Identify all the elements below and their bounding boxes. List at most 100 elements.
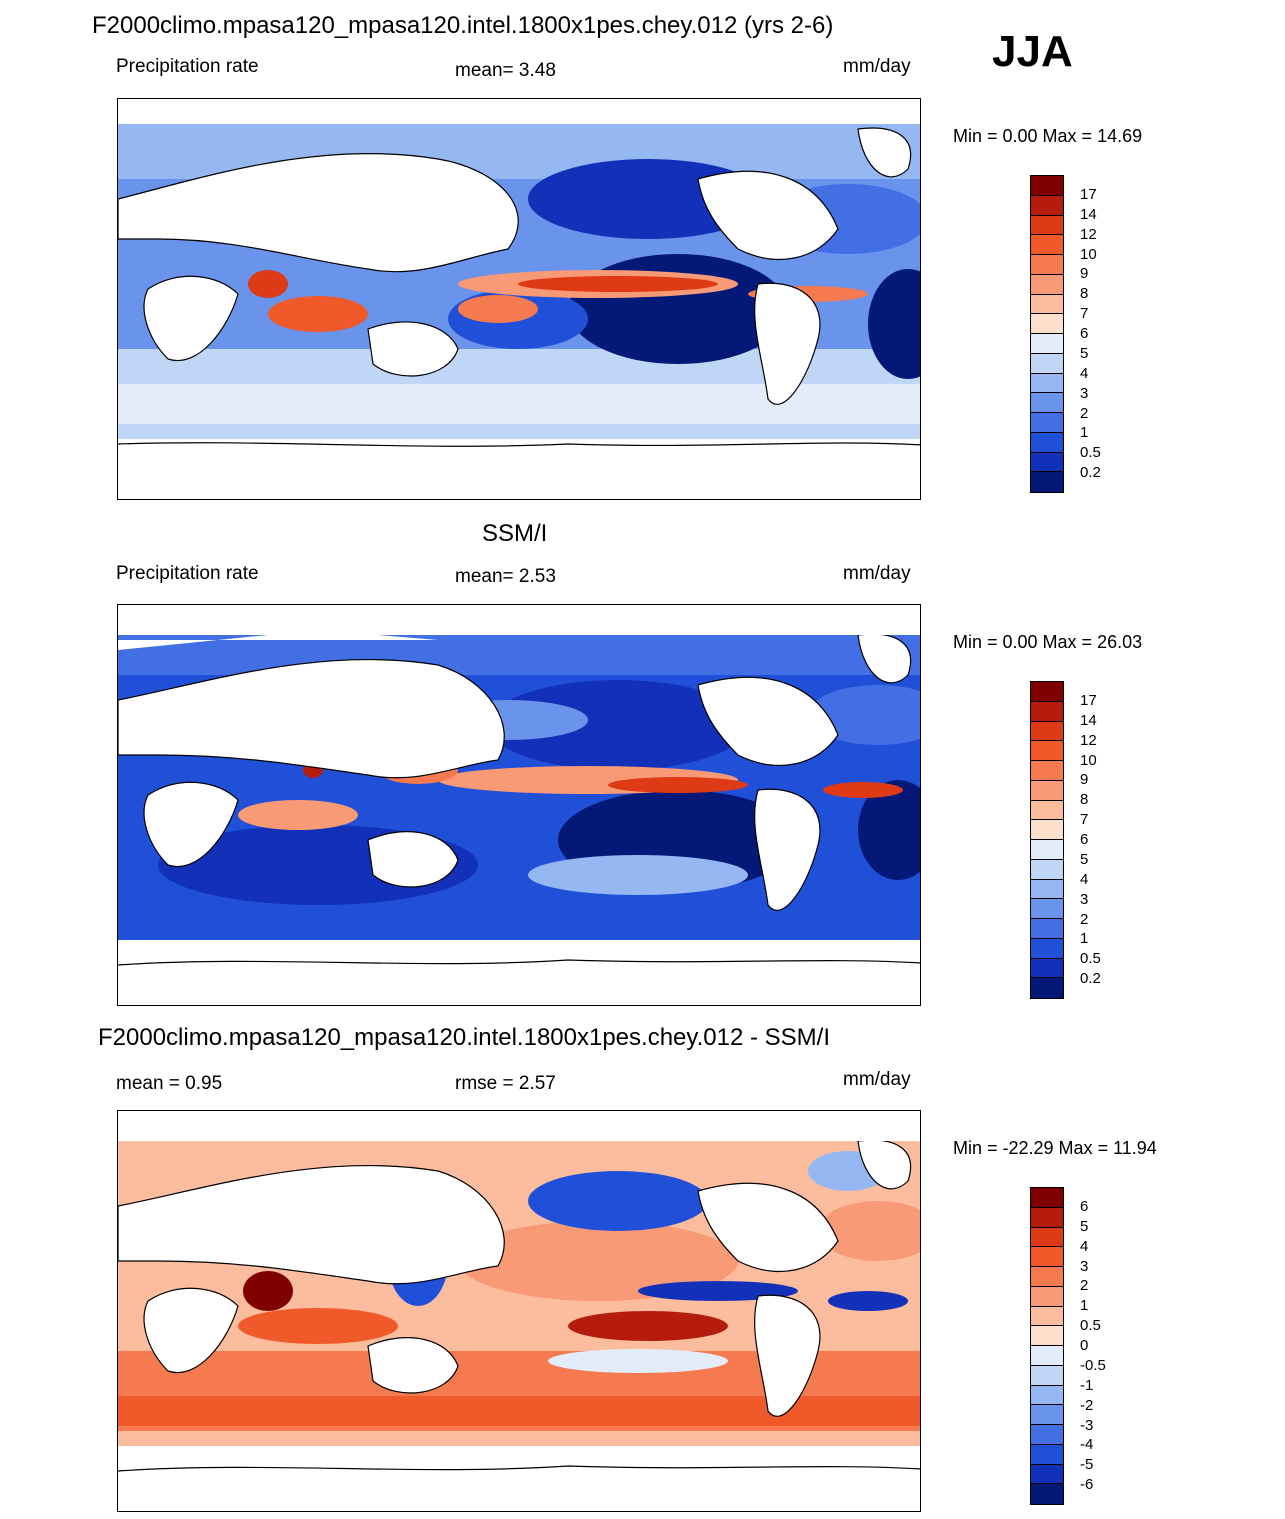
colorbar-tick-label: 4	[1080, 364, 1089, 382]
panel-center-label-obs: mean= 2.53	[455, 566, 556, 587]
colorbar-segment	[1031, 1188, 1063, 1208]
colorbar-tick-label: 17	[1080, 691, 1097, 709]
panel-minmax-model: Min = 0.00 Max = 14.69	[953, 126, 1143, 146]
colorbar-diff	[1030, 1187, 1064, 1505]
colorbar-segment	[1031, 1365, 1063, 1386]
colorbar-segment	[1031, 1306, 1063, 1327]
colorbar-tick-label: 0.5	[1080, 950, 1101, 968]
colorbar-tick-label: 7	[1080, 305, 1089, 323]
colorbar-tick-label: 0.5	[1080, 1317, 1101, 1335]
colorbar-tick-label: 0.2	[1080, 970, 1101, 988]
colorbar-tick-label: 3	[1080, 1257, 1089, 1275]
colorbar-tick-label: 8	[1080, 791, 1089, 809]
panel-center-label-model: mean= 3.48	[455, 60, 556, 81]
colorbar-tick-label: 5	[1080, 344, 1089, 362]
colorbar-segment	[1031, 701, 1063, 722]
colorbar-segment	[1031, 978, 1063, 998]
diff-field	[118, 1111, 920, 1511]
colorbar-segment	[1031, 195, 1063, 216]
colorbar-segment	[1031, 373, 1063, 394]
colorbar-segment	[1031, 393, 1063, 413]
colorbar-model	[1030, 175, 1064, 493]
colorbar-segment	[1031, 1286, 1063, 1307]
colorbar-segment	[1031, 472, 1063, 492]
panel-units-obs: mm/day	[843, 563, 911, 584]
colorbar-tick-label: 9	[1080, 265, 1089, 283]
panel-minmax-obs: Min = 0.00 Max = 26.03	[953, 632, 1143, 652]
colorbar-tick-label: 7	[1080, 811, 1089, 829]
colorbar-segment	[1031, 452, 1063, 473]
panel-units-diff: mm/day	[843, 1069, 911, 1090]
panel-left-label-model: Precipitation rate	[116, 56, 259, 77]
colorbar-tick-label: 2	[1080, 910, 1089, 928]
colorbar-segment	[1031, 432, 1063, 453]
colorbar-tick-label: 8	[1080, 285, 1089, 303]
colorbar-segment	[1031, 1464, 1063, 1485]
colorbar-segment	[1031, 1484, 1063, 1504]
colorbar-tick-label: 10	[1080, 751, 1097, 769]
colorbar-segment	[1031, 1207, 1063, 1228]
colorbar-segment	[1031, 255, 1063, 275]
colorbar-segment	[1031, 820, 1063, 840]
colorbar-segment	[1031, 741, 1063, 761]
colorbar-tick-label: -1	[1080, 1376, 1094, 1394]
colorbar-tick-label: 1	[1080, 930, 1089, 948]
colorbar-tick-label: 5	[1080, 1217, 1089, 1235]
colorbar-segment	[1031, 919, 1063, 939]
map-panel-diff	[117, 1110, 921, 1512]
panel-title-diff: F2000climo.mpasa120_mpasa120.intel.1800x…	[98, 1024, 830, 1051]
precip-field-obs	[118, 605, 920, 1005]
colorbar-segment	[1031, 353, 1063, 374]
panel-left-label-diff: mean = 0.95	[116, 1073, 223, 1094]
colorbar-tick-label: 4	[1080, 870, 1089, 888]
colorbar-segment	[1031, 879, 1063, 900]
colorbar-segment	[1031, 1405, 1063, 1425]
colorbar-segment	[1031, 413, 1063, 433]
colorbar-segment	[1031, 1247, 1063, 1267]
colorbar-segment	[1031, 761, 1063, 781]
colorbar-tick-label: 1	[1080, 1297, 1089, 1315]
panel-title-model: F2000climo.mpasa120_mpasa120.intel.1800x…	[92, 12, 834, 39]
colorbar-segment	[1031, 840, 1063, 860]
colorbar-tick-label: 9	[1080, 771, 1089, 789]
colorbar-tick-label: 17	[1080, 185, 1097, 203]
map-panel-model	[117, 98, 921, 500]
colorbar-tick-label: 12	[1080, 731, 1097, 749]
colorbar-segment	[1031, 1385, 1063, 1406]
colorbar-tick-label: 10	[1080, 245, 1097, 263]
colorbar-tick-label: 0	[1080, 1337, 1089, 1354]
colorbar-tick-label: 12	[1080, 225, 1097, 243]
panel-units-model: mm/day	[843, 56, 911, 77]
colorbar-tick-label: 1	[1080, 424, 1089, 442]
colorbar-tick-label: 3	[1080, 384, 1089, 402]
colorbar-segment	[1031, 235, 1063, 255]
colorbar-tick-label: 3	[1080, 890, 1089, 908]
colorbar-segment	[1031, 899, 1063, 919]
colorbar-segment	[1031, 215, 1063, 236]
colorbar-segment	[1031, 1425, 1063, 1445]
colorbar-segment	[1031, 958, 1063, 979]
colorbar-tick-label: -4	[1080, 1436, 1094, 1454]
colorbar-segment	[1031, 1326, 1063, 1346]
colorbar-tick-label: 4	[1080, 1237, 1089, 1255]
colorbar-segment	[1031, 294, 1063, 315]
colorbar-segment	[1031, 274, 1063, 295]
colorbar-tick-label: 5	[1080, 850, 1089, 868]
colorbar-segment	[1031, 314, 1063, 334]
colorbar-tick-label: 2	[1080, 1277, 1089, 1295]
panel-center-label-diff: rmse = 2.57	[455, 1073, 556, 1094]
colorbar-segment	[1031, 682, 1063, 702]
colorbar-obs	[1030, 681, 1064, 999]
colorbar-tick-label: -2	[1080, 1396, 1094, 1414]
panel-minmax-diff: Min = -22.29 Max = 11.94	[953, 1138, 1157, 1158]
season-label: JJA	[992, 27, 1073, 76]
map-panel-obs	[117, 604, 921, 1006]
colorbar-tick-label: 0.5	[1080, 444, 1101, 462]
panel-title-obs: SSM/I	[482, 520, 548, 547]
colorbar-tick-label: 6	[1080, 831, 1089, 848]
colorbar-tick-label: -6	[1080, 1476, 1094, 1494]
colorbar-segment	[1031, 780, 1063, 801]
colorbar-segment	[1031, 334, 1063, 354]
colorbar-tick-label: 6	[1080, 1197, 1089, 1215]
colorbar-tick-label: 2	[1080, 404, 1089, 422]
